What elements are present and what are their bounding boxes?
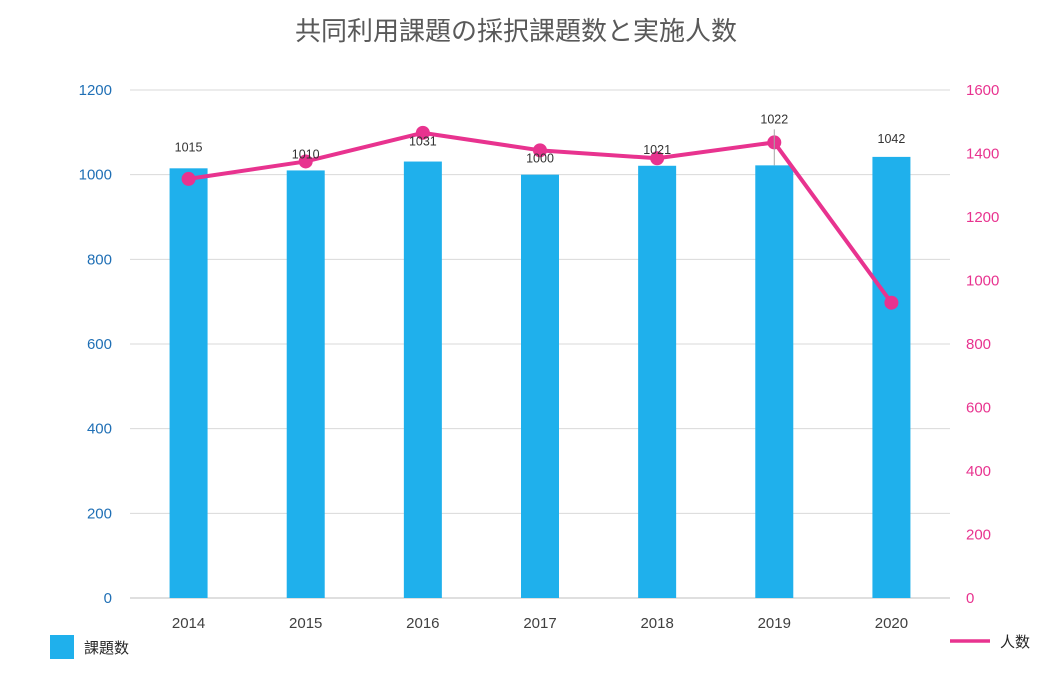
- y-left-tick-label: 400: [87, 421, 112, 438]
- line-point: [884, 295, 899, 310]
- y-axis-right: 0 200 400 600 800 1000 1200 1400 1600: [966, 82, 999, 607]
- bar: [755, 165, 794, 598]
- y-left-tick-label: 1200: [79, 82, 112, 99]
- bar-data-label: 1015: [175, 140, 203, 154]
- bar: [286, 170, 325, 598]
- bar: [638, 165, 677, 598]
- legend-swatch-bars: [50, 635, 74, 659]
- bar-data-label: 1010: [292, 147, 320, 161]
- y-right-tick-label: 800: [966, 336, 991, 353]
- y-right-tick-label: 600: [966, 400, 991, 417]
- x-tick-label: 2020: [875, 615, 908, 632]
- y-right-tick-label: 200: [966, 527, 991, 544]
- data-labels: 1015 1010 1031 1000 1021 1022 1042: [175, 112, 906, 165]
- bar: [872, 156, 911, 599]
- bar-data-label: 1021: [643, 143, 671, 157]
- legend-label-line: 人数: [1000, 633, 1030, 651]
- bar-series: [169, 156, 911, 599]
- y-left-tick-label: 200: [87, 505, 112, 522]
- bar-data-label: 1000: [526, 152, 554, 166]
- y-right-tick-label: 0: [966, 590, 974, 607]
- legend: 課題数 人数: [50, 633, 1030, 659]
- y-right-tick-label: 1600: [966, 82, 999, 99]
- chart-title: 共同利用課題の採択課題数と実施人数: [295, 17, 737, 47]
- y-right-tick-label: 400: [966, 463, 991, 480]
- bar: [521, 174, 559, 598]
- y-right-tick-label: 1400: [966, 146, 999, 163]
- legend-label-bars: 課題数: [84, 639, 129, 657]
- bar: [403, 161, 442, 598]
- line-point: [533, 143, 547, 158]
- y-right-tick-label: 1000: [966, 273, 999, 290]
- bar-data-label: 1031: [409, 135, 437, 149]
- x-tick-label: 2017: [523, 615, 556, 632]
- x-tick-label: 2014: [172, 615, 205, 632]
- line-point: [298, 154, 313, 169]
- bar: [169, 168, 208, 599]
- line-point: [181, 171, 196, 186]
- line-point: [415, 125, 430, 140]
- x-tick-label: 2015: [289, 615, 322, 632]
- y-axis-left: 0 200 400 600 800 1000 1200: [79, 82, 112, 607]
- x-tick-label: 2018: [640, 615, 673, 632]
- y-left-tick-label: 800: [87, 251, 112, 268]
- y-left-tick-label: 1000: [79, 167, 112, 184]
- y-left-tick-label: 600: [87, 336, 112, 353]
- x-tick-label: 2016: [406, 615, 439, 632]
- y-right-tick-label: 1200: [966, 209, 999, 226]
- x-axis: 2014 2015 2016 2017 2018 2019 2020: [172, 615, 908, 632]
- line-point: [650, 151, 665, 166]
- bar-data-label: 1022: [760, 112, 788, 126]
- y-left-tick-label: 0: [104, 590, 112, 607]
- bar-data-label: 1042: [878, 132, 906, 146]
- x-tick-label: 2019: [758, 615, 791, 632]
